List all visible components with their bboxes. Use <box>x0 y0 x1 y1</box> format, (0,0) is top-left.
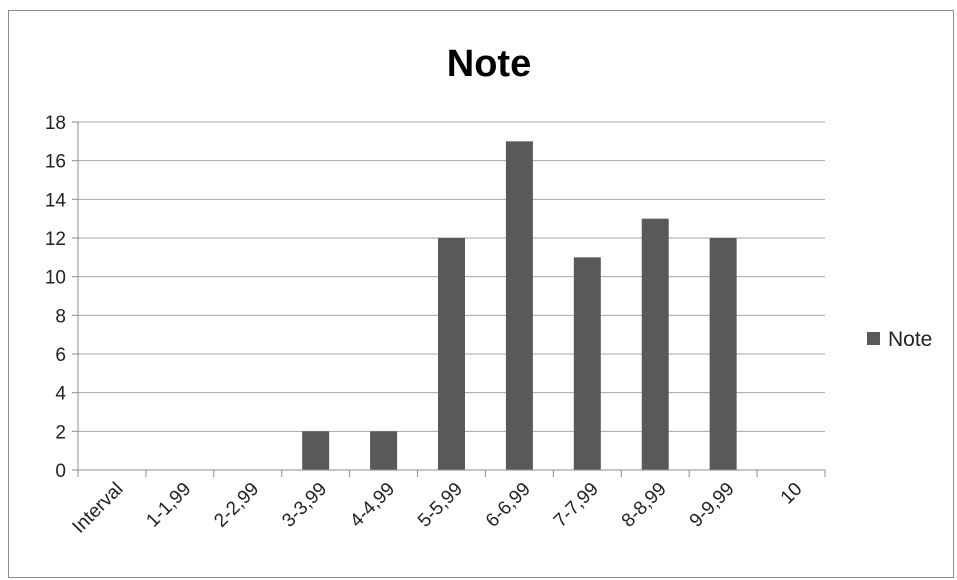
bar <box>438 238 465 470</box>
y-tick-label: 18 <box>45 113 66 134</box>
x-tick-label: 9-9,99 <box>686 479 739 532</box>
x-tick-label: 2-2,99 <box>210 479 263 532</box>
y-tick-label: 8 <box>55 306 66 327</box>
x-tick-label: 7-7,99 <box>550 479 603 532</box>
x-tick-label: 3-3,99 <box>278 479 331 532</box>
x-tick-label: 6-6,99 <box>482 479 535 532</box>
x-tick-label: 1-1,99 <box>142 479 195 532</box>
legend-label: Note <box>888 328 932 351</box>
legend: Note <box>867 328 932 351</box>
y-axis-ticks: 0 2 4 6 8 10 12 14 16 18 <box>45 113 67 482</box>
y-tick-label: 0 <box>55 461 66 482</box>
y-tick-label: 10 <box>45 268 66 289</box>
axes <box>72 121 826 477</box>
chart-title: Note <box>447 43 531 85</box>
bar <box>573 257 601 470</box>
y-tick-label: 14 <box>45 190 67 211</box>
bar <box>370 431 398 470</box>
x-tick-label: 10 <box>777 479 807 509</box>
y-tick-label: 12 <box>45 229 66 250</box>
bars <box>302 141 737 471</box>
x-tick-label: 4-4,99 <box>346 479 399 532</box>
bar <box>302 431 330 470</box>
x-axis-ticks: Interval 1-1,99 2-2,99 3-3,99 4-4,99 5-5,99 6-… <box>69 479 807 538</box>
legend-swatch <box>867 332 880 345</box>
bar <box>641 218 669 470</box>
y-tick-label: 4 <box>55 384 66 405</box>
x-tick-label: 5-5,99 <box>414 479 467 532</box>
y-tick-label: 16 <box>45 152 66 173</box>
x-tick-label: Interval <box>69 479 128 538</box>
chart-frame <box>8 10 954 578</box>
bar <box>505 141 533 471</box>
bar <box>709 238 737 470</box>
y-tick-label: 2 <box>55 422 66 443</box>
y-tick-label: 6 <box>55 345 66 366</box>
x-tick-label: 8-8,99 <box>618 479 671 532</box>
